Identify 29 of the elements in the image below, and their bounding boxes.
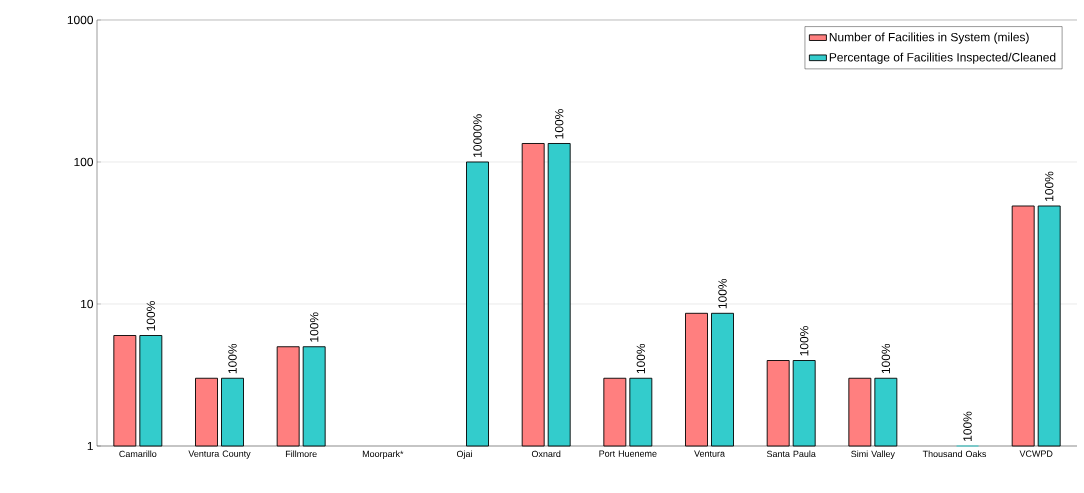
annotation: 100% [799,326,809,356]
x-tick-label: VCWPD [1019,450,1053,457]
y-tick-label: 10 [81,299,94,309]
x-tick-label: Santa Paula [766,450,816,458]
x-tick-label: Camarillo [119,450,157,458]
legend-label: Number of Facilities in System (miles) [829,32,1029,44]
x-tick-label: Port Hueneme [599,450,657,457]
x-tick-label: Thousand Oaks [922,450,987,458]
x-tick-label: Oxnard [531,450,561,458]
x-tick-label: Ventura County [188,450,251,459]
annotation: 100% [554,109,564,139]
annotation: 100% [228,343,237,374]
annotation: 100% [963,411,972,441]
legend-label: Percentage of Facilities Inspected/Cleaned [829,52,1056,64]
annotation: 10000% [473,114,482,157]
annotation: 100% [718,278,727,309]
annotation: 100% [636,343,646,374]
x-tick-label: Simi Valley [851,450,895,459]
annotation: 100% [881,343,891,374]
x-tick-label: Fillmore [285,450,317,458]
annotation: 100% [1044,171,1054,201]
y-tick-label: 1000 [67,15,94,25]
x-tick-label: Moorpark* [362,450,404,459]
y-tick-label: 1 [87,441,93,451]
annotation: 100% [309,312,319,342]
annotation: 100% [146,301,156,331]
y-tick-label: 100 [74,157,94,167]
x-tick-label: Ventura [694,450,725,457]
x-tick-label: Ojai [456,450,472,459]
